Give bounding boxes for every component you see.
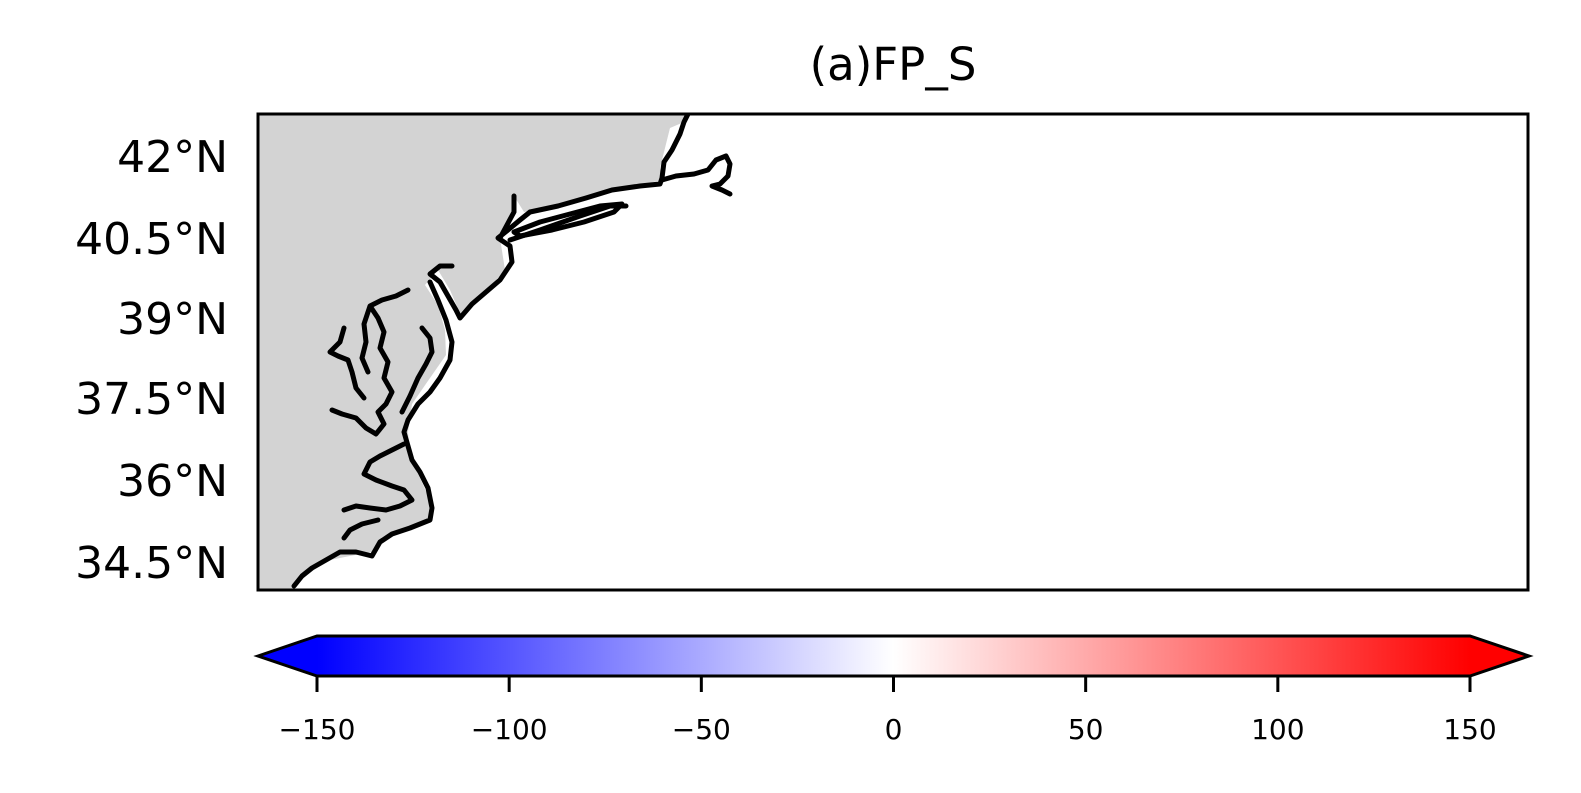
colorbar-tick-label: −100	[471, 713, 548, 746]
colorbar: −150 −100 −50 0 50 100 150	[253, 634, 1534, 746]
coastline-chesapeake-east	[399, 325, 435, 415]
colorbar-tick-label: 50	[1068, 713, 1104, 746]
colorbar-gradient	[317, 636, 1470, 676]
colorbar-tick-label: −150	[279, 713, 356, 746]
coastline-main	[291, 114, 691, 589]
coastline-long-island	[511, 201, 625, 239]
coastline-pamlico	[341, 441, 415, 541]
map-panel	[256, 112, 1530, 592]
colorbar-tick-label: 100	[1251, 713, 1304, 746]
coastline-chesapeake-west	[327, 287, 411, 437]
colorbar-tick-label: 0	[885, 713, 903, 746]
lat-tick-label: 36°N	[117, 456, 228, 507]
colorbar-extend-high	[1470, 636, 1529, 676]
map-frame	[256, 112, 1530, 592]
colorbar-tick-label: 150	[1443, 713, 1496, 746]
colorbar-extend-low	[258, 636, 317, 676]
lat-tick-label: 34.5°N	[75, 538, 228, 589]
map-title: (a)FP_S	[810, 38, 977, 91]
lat-tick-label: 37.5°N	[75, 374, 228, 425]
lat-tick-label: 40.5°N	[75, 214, 228, 265]
lat-tick-label: 42°N	[117, 132, 228, 183]
colorbar-ticks: −150 −100 −50 0 50 100 150	[279, 676, 1497, 746]
latitude-axis: 42°N 40.5°N 39°N 37.5°N 36°N 34.5°N	[75, 132, 228, 589]
lat-tick-label: 39°N	[117, 294, 228, 345]
colorbar-tick-label: −50	[672, 713, 731, 746]
coastline-cape-cod	[659, 153, 733, 197]
